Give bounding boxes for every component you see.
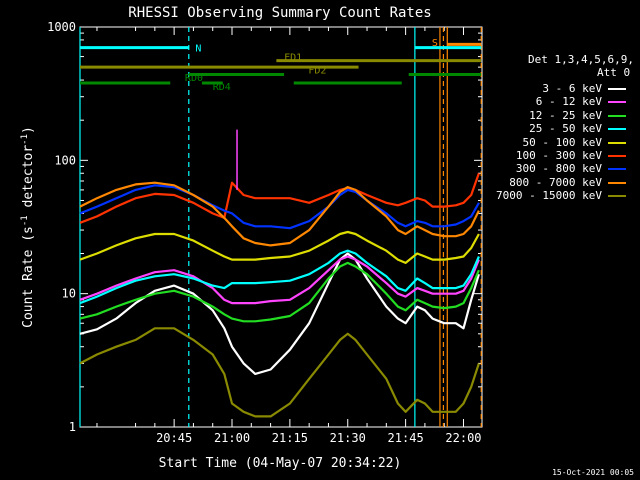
series-line xyxy=(79,181,480,247)
state-bar-label: RD4 xyxy=(213,82,231,93)
x-axis-label: Start Time (04-May-07 20:34:22) xyxy=(159,456,402,471)
legend-swatch xyxy=(608,155,626,157)
legend-label: 6 - 12 keV xyxy=(535,95,602,109)
series-line xyxy=(79,249,480,305)
legend-title-line2: Att 0 xyxy=(597,66,631,79)
legend-swatch xyxy=(608,141,626,144)
legend-entry: 7000 - 15000 keV xyxy=(470,189,632,202)
state-bar-label: S xyxy=(432,38,438,49)
legend-swatch xyxy=(608,101,626,104)
legend-label: 800 - 7000 keV xyxy=(509,175,602,189)
legend-entry: 6 - 12 keV xyxy=(470,95,632,108)
legend-entry: 25 - 50 keV xyxy=(470,122,632,135)
series-line xyxy=(79,327,480,418)
legend-entry: 12 - 25 keV xyxy=(470,109,632,122)
state-bar-label: N xyxy=(195,44,201,55)
y-tick-label: 100 xyxy=(54,153,76,167)
legend-entry: 300 - 800 keV xyxy=(470,162,632,175)
legend-label: 50 - 100 keV xyxy=(522,135,602,149)
state-bar-label: FD2 xyxy=(308,66,326,77)
legend-label: 300 - 800 keV xyxy=(515,162,602,176)
series-line xyxy=(79,252,480,375)
legend-entry: 800 - 7000 keV xyxy=(470,176,632,189)
legend-swatch xyxy=(608,181,626,184)
legend-label: 3 - 6 keV xyxy=(542,82,602,95)
x-tick-label: 20:45 xyxy=(156,431,192,445)
x-tick-label: 21:00 xyxy=(214,431,250,445)
x-tick-label: 22:00 xyxy=(445,431,481,445)
legend-swatch xyxy=(608,88,626,90)
legend-entry: 100 - 300 keV xyxy=(470,149,632,162)
y-tick-label: 10 xyxy=(62,287,76,301)
state-bar-label: FD1 xyxy=(284,53,302,64)
axis-ticks: 20:45 21:00 21:15 21:30 21:45 22:00 1 10 100 1000 xyxy=(47,20,482,445)
series-line xyxy=(79,261,480,323)
y-tick-label: 1 xyxy=(69,420,76,434)
legend-swatch xyxy=(608,168,626,171)
x-tick-label: 21:45 xyxy=(388,431,424,445)
legend-entry: 50 - 100 keV xyxy=(470,136,632,149)
series-line xyxy=(79,230,480,264)
legend-label: 25 - 50 keV xyxy=(529,122,602,136)
legend-label: 7000 - 15000 keV xyxy=(496,189,602,203)
x-tick-label: 21:15 xyxy=(272,431,308,445)
series-line xyxy=(79,184,480,230)
legend-label: 12 - 25 keV xyxy=(529,108,602,122)
series-line xyxy=(79,172,480,224)
legend-swatch xyxy=(608,128,626,131)
y-tick-label: 1000 xyxy=(47,20,76,34)
svg-text:Count Rate (s-1 detector-1): Count Rate (s-1 detector-1) xyxy=(20,126,36,328)
legend-label: 100 - 300 keV xyxy=(515,149,602,162)
state-bar-label: RD0 xyxy=(185,73,203,84)
legend-entry: 3 - 6 keV xyxy=(470,82,632,95)
chart-title: RHESSI Observing Summary Count Rates xyxy=(128,5,431,21)
legend-title-line1: Det 1,3,4,5,6,9, xyxy=(528,53,634,66)
legend-swatch xyxy=(608,114,626,117)
series-line xyxy=(79,255,480,305)
attenuator-bars: N S FD1 FD2 RD0 RD4 xyxy=(80,38,482,93)
x-tick-label: 21:30 xyxy=(330,431,366,445)
y-axis-label: Count Rate (s-1 detector-1) xyxy=(20,126,36,328)
legend-swatch xyxy=(608,195,626,198)
timestamp-stamp: 15-Oct-2021 00:05 xyxy=(552,468,634,477)
series-lines xyxy=(79,129,480,418)
